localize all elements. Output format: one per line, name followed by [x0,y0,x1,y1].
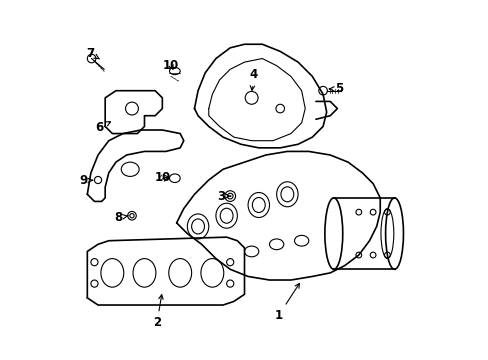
Text: 3: 3 [217,190,230,203]
Text: 2: 2 [153,295,163,329]
Text: 1: 1 [274,283,299,322]
Text: 9: 9 [79,174,93,187]
Text: 10: 10 [163,59,179,72]
Text: 6: 6 [96,121,110,134]
Text: 7: 7 [86,47,99,60]
Text: 4: 4 [249,68,257,90]
Text: 5: 5 [328,82,343,95]
Text: 8: 8 [114,211,128,224]
Text: 10: 10 [154,171,170,184]
